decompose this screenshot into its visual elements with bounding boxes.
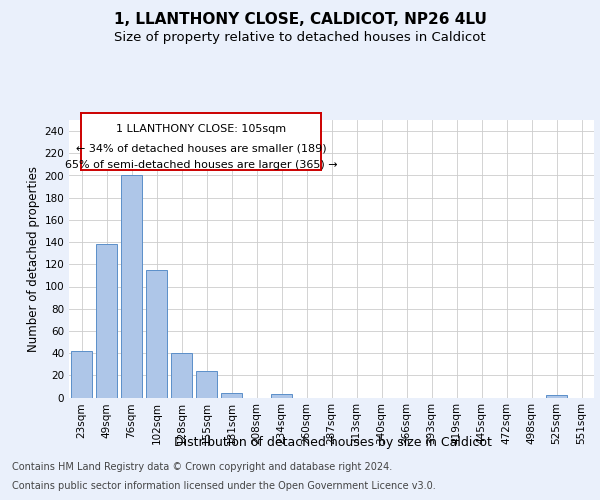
Text: 65% of semi-detached houses are larger (365) →: 65% of semi-detached houses are larger (… bbox=[65, 160, 337, 170]
Text: 1, LLANTHONY CLOSE, CALDICOT, NP26 4LU: 1, LLANTHONY CLOSE, CALDICOT, NP26 4LU bbox=[113, 12, 487, 28]
Bar bbox=[121, 176, 142, 398]
Bar bbox=[71, 351, 92, 398]
Text: ← 34% of detached houses are smaller (189): ← 34% of detached houses are smaller (18… bbox=[76, 143, 326, 153]
Text: Contains HM Land Registry data © Crown copyright and database right 2024.: Contains HM Land Registry data © Crown c… bbox=[12, 462, 392, 472]
Bar bbox=[196, 371, 217, 398]
Bar bbox=[271, 394, 292, 398]
Text: Size of property relative to detached houses in Caldicot: Size of property relative to detached ho… bbox=[114, 31, 486, 44]
Y-axis label: Number of detached properties: Number of detached properties bbox=[27, 166, 40, 352]
Bar bbox=[146, 270, 167, 398]
Bar bbox=[171, 353, 192, 398]
Text: Contains public sector information licensed under the Open Government Licence v3: Contains public sector information licen… bbox=[12, 481, 436, 491]
Bar bbox=[221, 393, 242, 398]
Text: Distribution of detached houses by size in Caldicot: Distribution of detached houses by size … bbox=[174, 436, 492, 449]
Text: 1 LLANTHONY CLOSE: 105sqm: 1 LLANTHONY CLOSE: 105sqm bbox=[116, 124, 286, 134]
Bar bbox=[546, 396, 567, 398]
Bar bbox=[96, 244, 117, 398]
